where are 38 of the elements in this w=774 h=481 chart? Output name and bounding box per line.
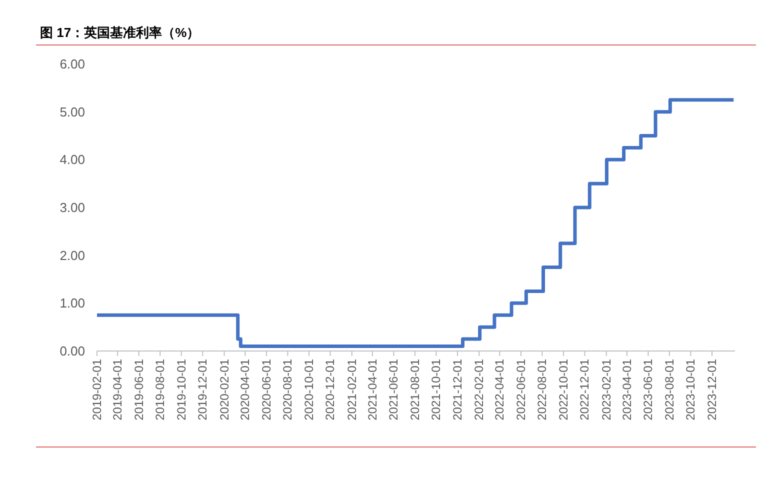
x-tick-label: 2019-12-01	[196, 358, 210, 420]
x-tick-label: 2020-02-01	[217, 358, 232, 420]
x-tick-label: 2023-04-01	[620, 358, 634, 420]
x-tick-label: 2020-08-01	[280, 358, 295, 420]
x-tick-label: 2020-10-01	[302, 358, 316, 420]
x-tick-label: 2019-06-01	[132, 358, 146, 420]
x-tick-label: 2023-06-01	[641, 358, 656, 420]
x-tick-label: 2022-12-01	[578, 358, 592, 420]
x-tick-label: 2020-04-01	[238, 358, 252, 420]
x-tick-label: 2019-02-01	[90, 358, 104, 420]
y-tick-label: 6.00	[60, 56, 85, 72]
x-tick-label: 2021-04-01	[365, 358, 380, 420]
y-tick-label: 0.00	[60, 344, 85, 358]
y-tick-label: 2.00	[60, 248, 85, 263]
x-tick-label: 2019-10-01	[174, 358, 188, 420]
x-tick-label: 2022-10-01	[556, 358, 570, 420]
y-tick-label: 4.00	[60, 152, 85, 168]
x-tick-label: 2022-06-01	[514, 358, 528, 420]
x-tick-label: 2023-08-01	[662, 358, 676, 420]
y-tick-label: 5.00	[60, 104, 85, 120]
x-tick-label: 2023-10-01	[684, 358, 698, 420]
x-tick-label: 2021-02-01	[344, 358, 359, 420]
x-tick-label: 2022-02-01	[472, 358, 486, 420]
x-tick-label: 2023-02-01	[599, 358, 614, 420]
x-tick-label: 2021-12-01	[450, 358, 464, 420]
y-tick-label: 3.00	[60, 200, 85, 215]
x-tick-label: 2021-06-01	[386, 358, 401, 420]
x-tick-label: 2023-12-01	[704, 358, 719, 420]
x-tick-label: 2020-06-01	[259, 358, 274, 420]
x-tick-label: 2020-12-01	[323, 358, 338, 420]
x-tick-label: 2021-08-01	[408, 358, 422, 420]
x-tick-label: 2022-04-01	[492, 358, 507, 420]
x-tick-label: 2019-08-01	[153, 358, 168, 420]
x-tick-label: 2019-04-01	[110, 358, 125, 420]
x-tick-label: 2021-10-01	[429, 358, 444, 420]
x-tick-label: 2022-08-01	[535, 358, 550, 420]
chart-title: 图 17：英国基准利率（%）	[40, 25, 200, 40]
y-tick-label: 1.00	[60, 296, 85, 311]
